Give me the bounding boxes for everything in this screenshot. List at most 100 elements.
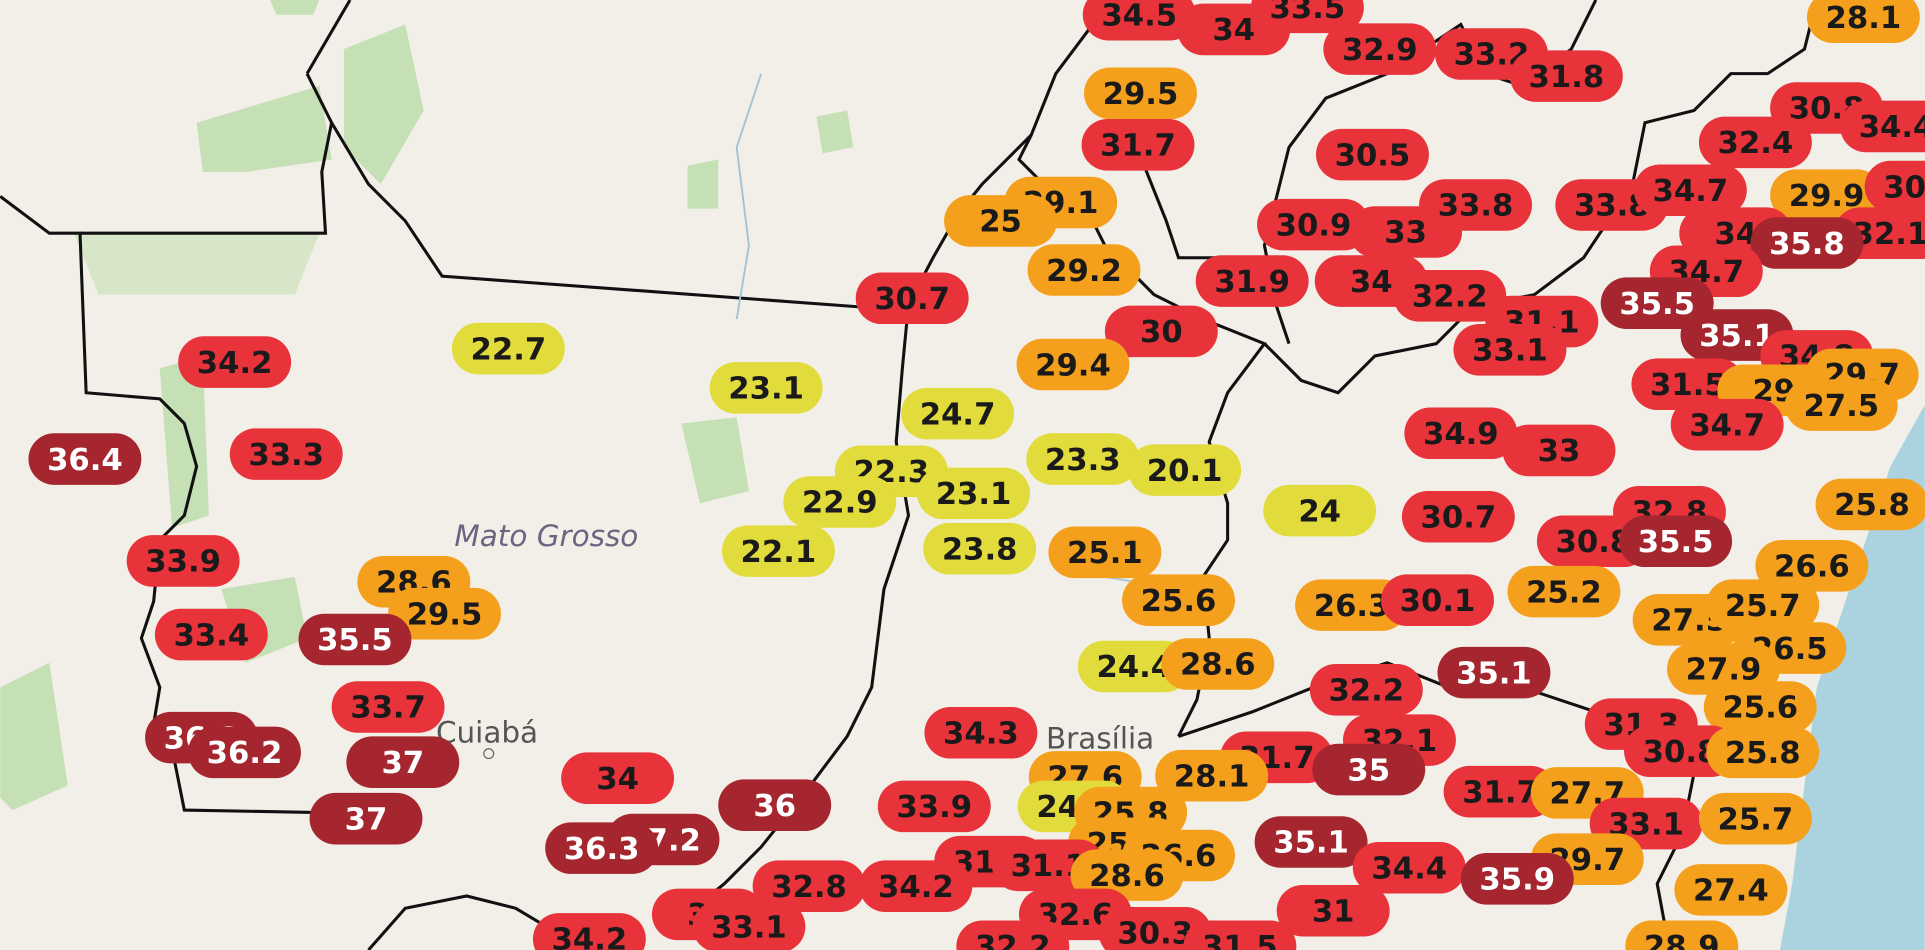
temperature-marker[interactable]: 33.5 <box>1250 0 1364 34</box>
marker-pill <box>1706 579 1820 631</box>
temperature-marker[interactable]: 35.1 <box>1254 816 1368 868</box>
temperature-marker[interactable]: 35.9 <box>1460 853 1574 905</box>
temperature-label: 32.2 <box>1412 280 1488 315</box>
temperature-marker[interactable]: 31.8 <box>1509 50 1623 102</box>
temperature-marker[interactable]: 28.6 <box>1070 849 1184 901</box>
temperature-marker[interactable]: 30.7 <box>855 272 969 325</box>
temperature-marker[interactable]: 24.7 <box>901 387 1015 440</box>
temperature-marker[interactable]: 33.7 <box>331 681 445 733</box>
temperature-marker[interactable]: 32.2 <box>1309 664 1423 716</box>
temperature-marker[interactable]: 25.7 <box>1706 579 1820 631</box>
temperature-marker[interactable]: 34.9 <box>1404 407 1518 460</box>
temperature-marker[interactable]: 35.5 <box>298 613 412 666</box>
temperature-marker[interactable]: 26.6 <box>1755 540 1869 592</box>
temperature-marker[interactable]: 31.7 <box>1081 119 1195 171</box>
temperature-marker[interactable]: 31.7 <box>1443 765 1557 818</box>
temperature-marker[interactable]: 34.4 <box>1352 841 1466 894</box>
temperature-marker[interactable]: 34 <box>561 752 675 804</box>
temperature-marker[interactable]: 34.7 <box>1670 398 1784 451</box>
temperature-marker[interactable]: 33.3 <box>229 428 343 480</box>
temperature-marker[interactable]: 25.8 <box>1706 726 1820 779</box>
temperature-marker[interactable]: 24 <box>1263 484 1377 537</box>
temperature-marker[interactable]: 25.6 <box>1122 574 1235 626</box>
temperature-marker[interactable]: 28.1 <box>1155 749 1269 802</box>
temperature-marker[interactable]: 33.9 <box>126 535 240 587</box>
temperature-marker[interactable]: 25.6 <box>1703 681 1817 733</box>
temperature-marker[interactable]: 33.8 <box>1419 179 1533 231</box>
temperature-marker[interactable]: 34.2 <box>532 913 646 950</box>
temperature-marker[interactable]: 34.2 <box>178 336 292 388</box>
temperature-marker[interactable]: 31.5 <box>1631 358 1745 410</box>
temperature-marker[interactable]: 31.9 <box>1195 255 1309 307</box>
temperature-marker[interactable]: 35 <box>1312 743 1426 796</box>
temperature-marker[interactable]: 29.2 <box>1027 244 1141 296</box>
temperature-marker[interactable]: 29.4 <box>1016 338 1130 391</box>
temperature-marker[interactable]: 30.8 <box>1536 515 1650 568</box>
temperature-marker[interactable]: 30.8 <box>1624 725 1737 777</box>
temperature-marker[interactable]: 25 <box>944 195 1058 247</box>
temperature-marker[interactable]: 30.2 <box>1864 160 1925 213</box>
temperature-marker[interactable]: 35.8 <box>1750 217 1864 269</box>
temperature-marker[interactable]: 23.1 <box>709 362 823 414</box>
temperature-marker[interactable]: 25.2 <box>1507 565 1621 618</box>
temperature-marker[interactable]: 36.2 <box>188 726 301 779</box>
temperature-marker[interactable]: 27.4 <box>1674 864 1788 916</box>
temperature-marker[interactable]: 30.5 <box>1315 128 1429 181</box>
temperature-marker[interactable]: 26.3 <box>1295 579 1409 631</box>
temperature-marker[interactable]: 36.3 <box>545 822 659 874</box>
temperature-marker[interactable]: 25.7 <box>1698 792 1812 845</box>
marker-pill <box>28 433 142 485</box>
temperature-marker[interactable]: 32.8 <box>752 860 866 912</box>
temperature-marker[interactable]: 25.8 <box>1815 478 1925 531</box>
temperature-marker[interactable]: 31.5 <box>1183 920 1297 950</box>
temperature-marker[interactable]: 32.4 <box>1698 116 1812 169</box>
temperature-marker[interactable]: 20.1 <box>1128 444 1242 496</box>
temperature-marker[interactable]: 24.4 <box>1077 640 1191 693</box>
temperature-marker[interactable]: 33.1 <box>1453 324 1567 376</box>
temperature-marker[interactable]: 34.7 <box>1649 245 1763 298</box>
temperature-marker[interactable]: 33 <box>1502 424 1616 477</box>
temperature-marker[interactable]: 30.9 <box>1257 198 1370 251</box>
temperature-marker[interactable]: 25.1 <box>1048 526 1162 579</box>
temperature-marker[interactable]: 34.2 <box>859 860 973 912</box>
temperature-marker[interactable]: 35.1 <box>1437 646 1551 699</box>
temperature-marker[interactable]: 30.7 <box>1401 490 1515 543</box>
temperature-marker[interactable]: 30 <box>1104 305 1218 358</box>
temperature-marker[interactable]: 23.8 <box>923 522 1037 575</box>
temperature-marker[interactable]: 34.3 <box>924 706 1038 759</box>
temperature-marker[interactable]: 31.1 <box>991 839 1105 892</box>
temperature-marker[interactable]: 33.9 <box>877 780 991 833</box>
temperature-marker[interactable]: 22.1 <box>721 525 835 577</box>
temperature-marker[interactable]: 36.4 <box>28 433 142 485</box>
temperature-marker[interactable]: 28.1 <box>1806 0 1920 43</box>
temperature-marker[interactable]: 35.5 <box>1619 515 1733 568</box>
temperature-marker[interactable]: 30.1 <box>1381 574 1494 626</box>
temperature-marker[interactable]: 34.7 <box>1633 164 1747 217</box>
temperature-label: 23.1 <box>728 372 804 407</box>
temperature-marker[interactable]: 28.9 <box>1625 920 1739 950</box>
temperature-marker[interactable]: 31 <box>1276 884 1390 937</box>
marker-pill <box>1806 0 1920 43</box>
temperature-marker[interactable]: 27.5 <box>1784 379 1898 431</box>
temperature-marker[interactable]: 35.5 <box>1600 277 1714 329</box>
temperature-marker[interactable]: 34.5 <box>1082 0 1196 41</box>
temperature-marker[interactable]: 22.7 <box>451 322 565 375</box>
temperature-label: 34.2 <box>197 346 273 381</box>
temperature-marker[interactable]: 29.5 <box>1084 67 1197 120</box>
temperature-marker[interactable]: 32.2 <box>1393 270 1507 322</box>
temperature-marker[interactable]: 29.5 <box>388 587 502 640</box>
temperature-marker[interactable]: 34.4 <box>1840 100 1925 153</box>
marker-pill <box>1460 853 1574 905</box>
temperature-marker[interactable]: 32.2 <box>956 920 1070 950</box>
temperature-marker[interactable]: 22.9 <box>783 476 897 528</box>
temperature-marker[interactable]: 32.9 <box>1323 23 1437 75</box>
temperature-marker[interactable]: 37 <box>309 792 423 845</box>
temperature-marker[interactable]: 33.1 <box>692 900 806 950</box>
temperature-marker[interactable]: 23.3 <box>1026 433 1140 485</box>
temperature-marker[interactable]: 28.6 <box>1161 638 1275 690</box>
temperature-marker[interactable]: 30.3 <box>1098 907 1212 950</box>
temperature-marker[interactable]: 33.4 <box>154 608 268 661</box>
temperature-marker[interactable]: 23.1 <box>917 467 1031 520</box>
temperature-marker[interactable]: 36 <box>718 779 832 831</box>
temperature-marker[interactable]: 37 <box>346 736 460 788</box>
